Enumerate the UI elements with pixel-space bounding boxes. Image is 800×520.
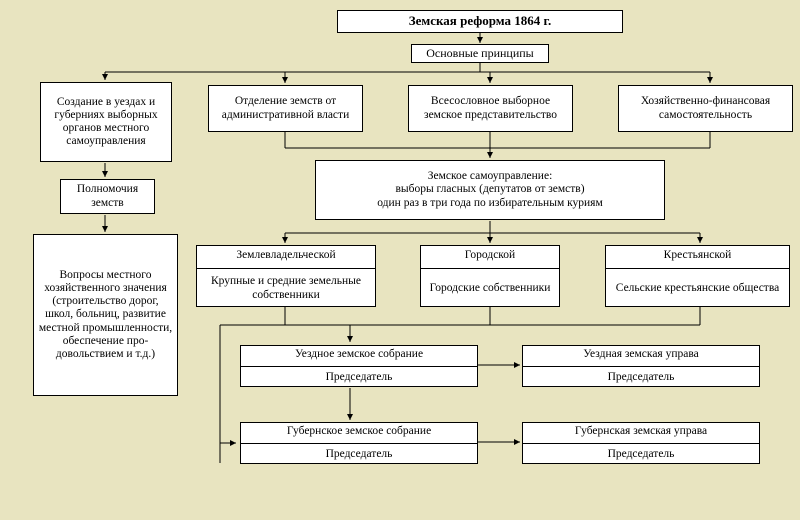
divider [241,366,477,367]
issues-box: Вопросы местного хозяйственного значения… [33,234,178,396]
gub-sobr: Губернское земское собрание [287,425,431,438]
principles-text: Основные принципы [426,47,533,61]
divider [523,366,759,367]
chair2: Председатель [608,371,675,384]
uezd-sobr: Уездное земское собрание [295,348,423,361]
creation-text: Создание в уездах и губерниях выборных о… [45,96,167,149]
selfgov-line1: Земское самоуправление: [428,170,553,183]
powers-text: Полномочия земств [65,183,150,209]
divider [197,268,375,269]
title-box: Земская реформа 1864 г. [337,10,623,33]
title-text: Земская реформа 1864 г. [409,14,551,29]
city-curia-box: Городской Городские собственники [420,245,560,307]
divider [606,268,789,269]
gub-upr: Губернская земская управа [575,425,707,438]
peasant-bot: Сельские крестьянские общества [616,282,779,295]
autonomy-text: Хозяйственно-финансовая самостоятельност… [623,95,788,121]
autonomy-box: Хозяйственно-финансовая самостоятельност… [618,85,793,132]
allclass-text: Всесословное выборное земское представит… [413,95,568,121]
land-curia-box: Землевладельческой Крупные и средние зем… [196,245,376,307]
powers-box: Полномочия земств [60,179,155,214]
separation-box: Отделение земств от административной вла… [208,85,363,132]
allclass-box: Всесословное выборное земское представит… [408,85,573,132]
chair4: Председатель [608,448,675,461]
chair3: Председатель [326,448,393,461]
selfgov-line3: один раз в три года по избирательным кур… [377,197,603,210]
gub-uprava-box: Губернская земская управа Председатель [522,422,760,464]
gub-sobranie-box: Губернское земское собрание Председатель [240,422,478,464]
divider [523,443,759,444]
selfgov-box: Земское самоуправление: выборы гласных (… [315,160,665,220]
city-top: Городской [465,249,515,262]
uezd-uprava-box: Уездная земская управа Председатель [522,345,760,387]
separation-text: Отделение земств от административной вла… [213,95,358,121]
divider [241,443,477,444]
peasant-curia-box: Крестьянской Сельские крестьянские общес… [605,245,790,307]
selfgov-line2: выборы гласных (депутатов от земств) [395,183,584,196]
principles-box: Основные принципы [411,44,549,63]
land-top: Землевладельческой [236,249,335,262]
peasant-top: Крестьянской [664,249,732,262]
uezd-sobranie-box: Уездное земское собрание Председатель [240,345,478,387]
issues-text: Вопросы местного хозяйственного значения… [38,269,173,362]
chair1: Председатель [326,371,393,384]
land-bot: Крупные и средние земельные собственники [197,275,375,301]
divider [421,268,559,269]
uezd-upr: Уездная земская управа [583,348,698,361]
city-bot: Городские собственники [430,282,551,295]
creation-box: Создание в уездах и губерниях выборных о… [40,82,172,162]
